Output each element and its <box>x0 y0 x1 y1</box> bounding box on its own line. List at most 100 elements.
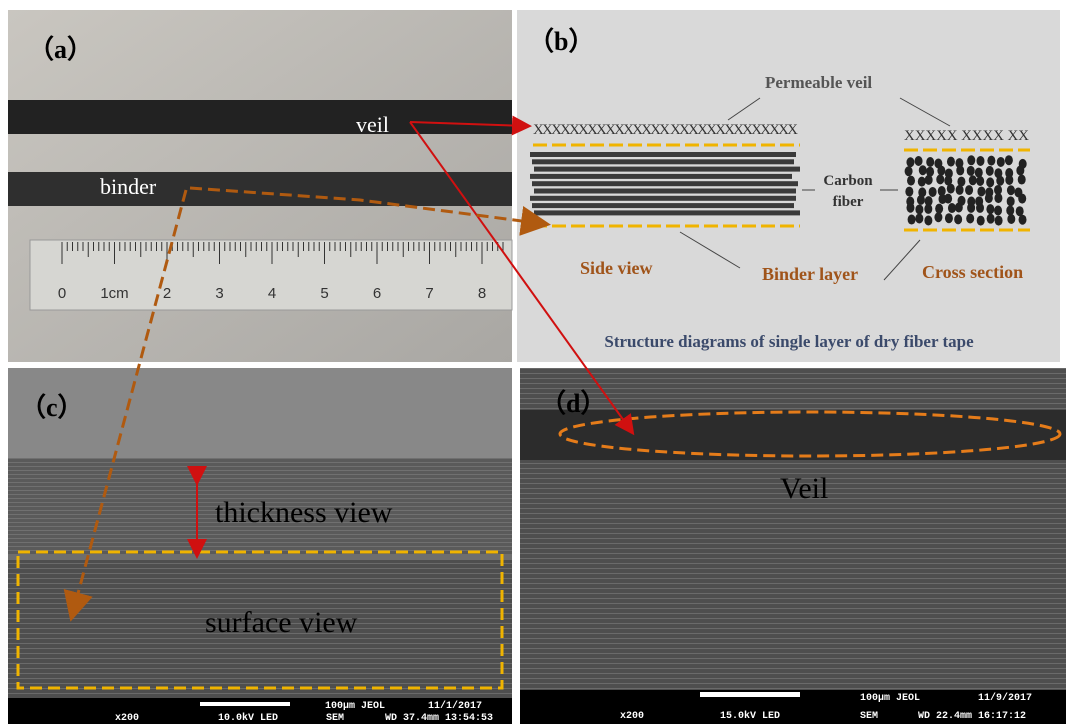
fiber-dot <box>919 165 927 175</box>
fiber-dot <box>997 157 1005 167</box>
fiber-dot <box>986 166 994 176</box>
carbon-fiber-label: Carbon <box>823 173 873 189</box>
caption: Structure diagrams of single layer of dr… <box>604 332 974 351</box>
carbon-fiber-label: fiber <box>833 194 864 210</box>
binder-tape <box>8 172 512 206</box>
fiber <box>532 159 794 164</box>
sem-voltage: 15.0kV LED <box>720 710 780 722</box>
veil-label: veil <box>356 112 389 137</box>
fiber-dot <box>908 215 916 225</box>
ruler-label: 3 <box>215 285 223 302</box>
fiber-dot <box>935 204 943 214</box>
fiber-dot <box>948 203 956 213</box>
fiber-dot <box>1007 185 1015 195</box>
sem-magnification: x200 <box>620 711 644 722</box>
fiber <box>534 189 796 194</box>
fiber <box>532 203 794 208</box>
veil-tape <box>8 100 512 134</box>
fiber-dot <box>976 203 984 213</box>
sem-scale: 100µm JEOL <box>860 693 920 704</box>
scale-bar <box>200 702 290 706</box>
sem-background <box>8 368 512 458</box>
fiber <box>530 196 796 201</box>
sem-date: 11/1/2017 <box>428 700 482 712</box>
fiber-dot <box>924 204 932 214</box>
veil-marks: XXXXX XXXX XX <box>904 128 1029 144</box>
fiber-dot <box>977 216 985 226</box>
fiber-dot <box>967 166 975 176</box>
veil-label: Veil <box>780 472 828 505</box>
ruler-label: 4 <box>268 285 276 302</box>
sem-date: 11/9/2017 <box>978 692 1032 704</box>
surface-view-label: surface view <box>205 606 358 639</box>
fiber-dot <box>906 157 914 167</box>
fiber <box>534 167 800 172</box>
fiber-dot <box>955 203 963 213</box>
fiber-dot <box>926 157 934 167</box>
fiber-dot <box>977 186 985 196</box>
fiber-dot <box>947 184 955 194</box>
sem-details: WD 22.4mm 16:17:12 <box>918 711 1026 722</box>
cross-section-label: Cross section <box>922 262 1023 282</box>
sem-mode: SEM <box>326 713 344 724</box>
fiber-dot <box>1016 165 1024 175</box>
fiber-dot <box>934 212 942 222</box>
fiber-dot <box>975 168 983 178</box>
side-view-label: Side view <box>580 258 653 278</box>
fiber-dot <box>944 194 952 204</box>
fiber-dot <box>915 156 923 166</box>
ruler-label: 0 <box>58 285 66 302</box>
binder-label: binder <box>100 174 157 199</box>
fiber <box>534 210 800 215</box>
fiber-dot <box>907 176 915 186</box>
fiber-dot <box>996 176 1004 186</box>
fiber-dot <box>1007 196 1015 206</box>
fiber-dot <box>987 156 995 166</box>
fiber-dot <box>947 157 955 167</box>
fiber-dot <box>929 187 937 197</box>
fiber-dot <box>985 193 993 203</box>
sem-magnification: x200 <box>115 713 139 724</box>
fiber-dot <box>937 166 945 176</box>
fiber-dot <box>905 187 913 197</box>
ruler-label: 6 <box>373 285 381 302</box>
fiber-dot <box>906 203 914 213</box>
fiber-dot <box>945 213 953 223</box>
scale-bar <box>700 692 800 697</box>
sem-mode: SEM <box>860 711 878 722</box>
fiber-dot <box>925 175 933 185</box>
fiber-dot <box>918 177 926 187</box>
fiber-dot <box>967 203 975 213</box>
veil-marks: XXXXXXXXXXXXXXX XXXXXXXXXXXXXX <box>533 122 798 138</box>
fiber-dot <box>1018 175 1026 185</box>
fiber-dot <box>936 174 944 184</box>
fiber-dot <box>956 165 964 175</box>
fiber-dot <box>957 177 965 187</box>
sem-details: WD 37.4mm 13:54:53 <box>385 713 493 724</box>
ruler-label: 2 <box>163 285 171 302</box>
fiber-dot <box>924 216 932 226</box>
panel-label: （b） <box>528 27 594 56</box>
figure: 01cm2345678 （a） veil binder （b） Permeabl… <box>0 0 1068 724</box>
panel-label: （d） <box>540 389 606 418</box>
fiber-dot <box>969 175 977 185</box>
fiber-dot <box>994 193 1002 203</box>
ruler-label: 7 <box>425 285 433 302</box>
ruler-label: 5 <box>320 285 328 302</box>
fiber-dot <box>915 213 923 223</box>
fiber-dot <box>1019 215 1027 225</box>
fiber <box>530 174 792 179</box>
panel-d: （d） Veil 100µm JEOL 11/9/2017 x200 15.0k… <box>520 368 1066 724</box>
fiber-dot <box>956 185 964 195</box>
fiber-dot <box>1018 194 1026 204</box>
permeable-veil-label: Permeable veil <box>765 73 872 92</box>
fiber-dot <box>986 177 994 187</box>
panel-b: （b） Permeable veil XXXXXXXXXXXXXXX XXXXX… <box>517 10 1060 362</box>
fiber-dot <box>1007 214 1015 224</box>
fiber-dot <box>954 214 962 224</box>
sem-scale: 100µm JEOL <box>325 701 385 712</box>
fiber-dot <box>926 167 934 177</box>
panel-label: （c） <box>20 393 84 422</box>
fiber <box>532 181 798 186</box>
